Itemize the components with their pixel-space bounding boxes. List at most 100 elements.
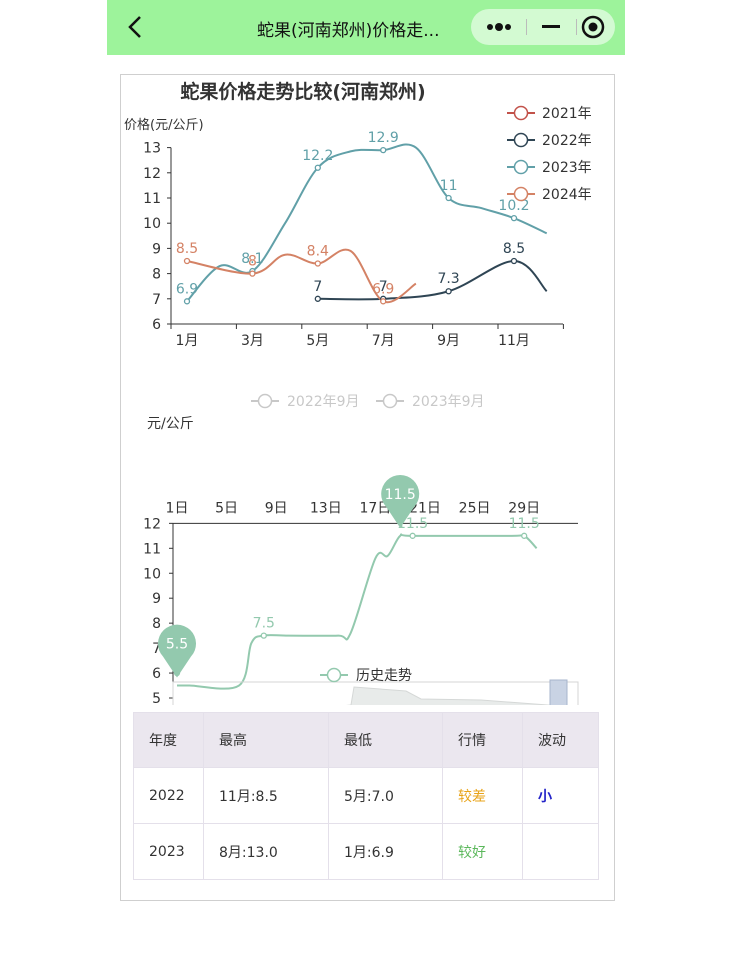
x-tick-label: 7月 (372, 333, 395, 349)
zoom-slider-shadow (345, 686, 555, 705)
data-point (183, 257, 191, 265)
y-tick-label: 6 (152, 666, 161, 682)
data-point (510, 257, 518, 265)
series-line (176, 533, 538, 690)
data-point (445, 288, 452, 295)
table-row: 2023 8月:13.0 1月:6.9 较好 (133, 823, 599, 880)
trend-badge: 较差 (458, 788, 486, 805)
data-label: 7 (313, 279, 322, 295)
legend-marker (513, 132, 529, 148)
legend-marker-icon: 历史走势 (320, 667, 412, 684)
navigation-bar: 蛇果(河南郑州)价格走... (107, 0, 625, 55)
data-point (260, 632, 267, 639)
legend-marker (257, 393, 273, 409)
year-cell: 2022 (133, 767, 204, 824)
x-tick-label: 1月 (176, 333, 199, 349)
marker-label: 11.5 (385, 487, 416, 503)
y-tick-label: 7 (152, 641, 161, 657)
y-tick-label: 9 (152, 241, 161, 257)
data-point (314, 164, 321, 171)
legend-marker (382, 393, 398, 409)
data-label: 8 (248, 254, 257, 270)
y-tick-label: 8 (152, 616, 161, 632)
volatility-badge: 小 (538, 788, 552, 805)
page-title: 蛇果(河南郑州)价格走... (257, 21, 440, 41)
top-x-tick-label: 29日 (508, 500, 540, 516)
high-cell: 11月:8.5 (203, 767, 329, 824)
data-point (183, 298, 191, 305)
legend-marker (513, 159, 529, 175)
low-cell: 1月:6.9 (328, 823, 443, 880)
data-label: 11.5 (509, 516, 540, 532)
y-tick-label: 10 (143, 566, 161, 582)
more-dots-icon (487, 23, 511, 31)
legend-label: 2024年 (542, 187, 592, 203)
marker-pin (158, 624, 196, 678)
back-button[interactable] (121, 12, 151, 42)
more-button[interactable] (475, 9, 523, 45)
table-header: 最高 (203, 712, 329, 768)
data-label: 7 (379, 279, 388, 295)
legend-label: 2022年9月 (287, 394, 360, 410)
top-x-tick-label: 25日 (459, 500, 491, 516)
target-circle-icon (581, 15, 605, 39)
y-tick-label: 12 (143, 166, 161, 182)
history-legend[interactable]: 历史走势 (318, 661, 448, 689)
zoom-slider-handle (549, 679, 568, 705)
data-label: 6.9 (176, 281, 198, 297)
data-label: 7.5 (253, 616, 275, 632)
x-tick-label: 5月 (306, 333, 329, 349)
data-point (249, 270, 256, 277)
capsule-divider (526, 19, 527, 35)
legend-label: 2023年9月 (412, 394, 485, 410)
low-cell: 5月:7.0 (328, 767, 443, 824)
x-tick-label: 11月 (498, 333, 530, 349)
y-tick-label: 6 (152, 317, 161, 333)
legend-marker (513, 186, 529, 202)
data-point (510, 215, 518, 222)
background-right (625, 0, 732, 976)
table-header: 行情 (442, 712, 523, 768)
data-label: 12.9 (368, 130, 399, 146)
top-x-tick-label: 21日 (409, 500, 441, 516)
data-label: 7.3 (437, 271, 459, 287)
table-row: 2022 11月:8.5 5月:7.0 较差 小 (133, 767, 599, 824)
x-tick-label: 9月 (437, 333, 460, 349)
close-button[interactable] (569, 9, 617, 45)
capsule-divider (576, 19, 577, 35)
y-tick-label: 11 (143, 191, 161, 207)
y-tick-label: 10 (143, 216, 161, 232)
chevron-left-icon (128, 16, 141, 38)
top-x-tick-label: 17日 (359, 500, 391, 516)
data-point (380, 146, 387, 154)
high-cell: 8月:13.0 (203, 823, 329, 880)
y-axis-label: 元/公斤 (147, 416, 194, 432)
yearly-price-chart: 蛇果价格走势比较(河南郑州) 价格(元/公斤) 6 7 8 9 10 11 12 13 1月 3月 5月… (124, 80, 592, 349)
legend-label: 2021年 (542, 106, 592, 122)
trend-cell: 较好 (442, 823, 523, 880)
table-header: 最低 (328, 712, 443, 768)
capsule-menu (471, 9, 615, 45)
data-label: 11 (440, 178, 458, 194)
x-tick-label: 3月 (241, 333, 264, 349)
volatility-cell (522, 823, 599, 880)
chart-title: 蛇果价格走势比较(河南郑州) (180, 80, 425, 103)
table-header-row: 年度 最高 最低 行情 波动 (133, 712, 599, 768)
legend-label: 2022年 (542, 133, 592, 149)
minimize-button[interactable] (527, 9, 575, 45)
legend-label: 2023年 (542, 160, 592, 176)
trend-badge: 较好 (458, 844, 486, 861)
year-cell: 2023 (133, 823, 204, 880)
data-label: 12.2 (302, 148, 333, 164)
y-tick-label: 12 (143, 516, 161, 532)
top-x-tick-label: 1日 (166, 500, 189, 516)
y-tick-label: 13 (143, 141, 161, 157)
marker-pin (381, 474, 420, 528)
table-header: 波动 (522, 712, 599, 768)
mini-program-window: 蛇果(河南郑州)价格走... 蛇果价格走势比较(河南郑州) 价格(元/公斤) 6 7 8… (107, 0, 625, 976)
y-tick-label: 7 (152, 292, 161, 308)
top-x-tick-label: 9日 (265, 500, 288, 516)
y-tick-label: 5 (152, 691, 161, 705)
data-point (314, 260, 321, 267)
